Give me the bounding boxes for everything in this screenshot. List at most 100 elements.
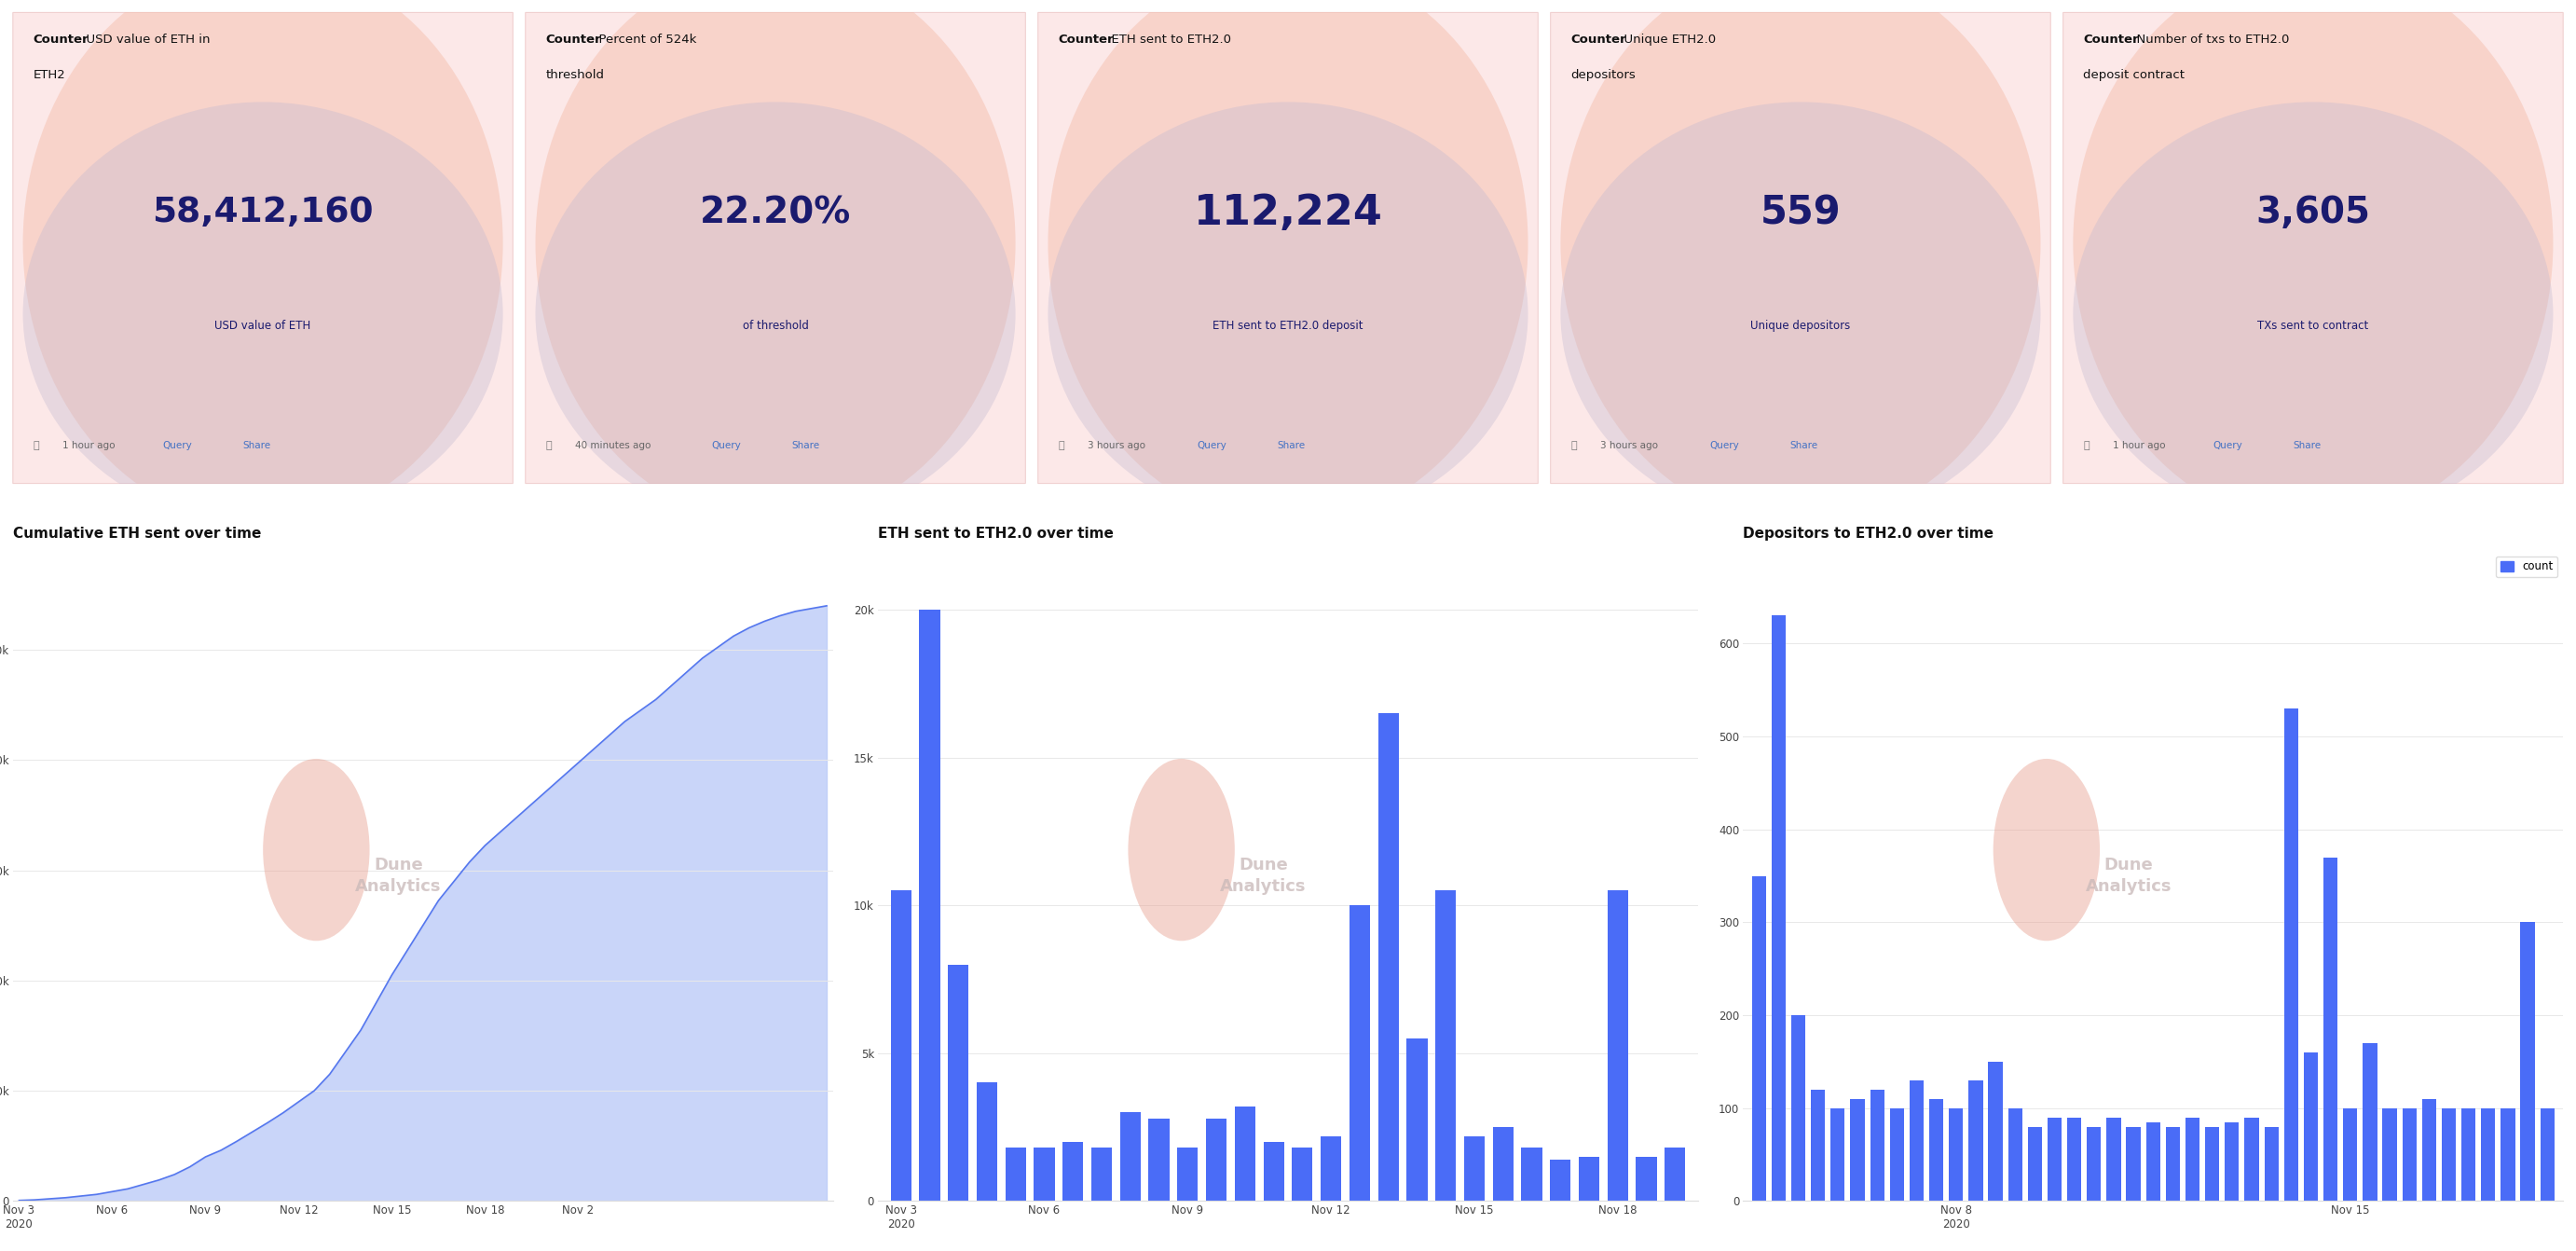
Ellipse shape xyxy=(23,103,502,525)
Bar xyxy=(1378,713,1399,1201)
Text: ETH sent to ETH2.0 over time: ETH sent to ETH2.0 over time xyxy=(878,527,1113,540)
Bar xyxy=(1790,1015,1806,1201)
Text: ETH sent to ETH2.0: ETH sent to ETH2.0 xyxy=(1103,34,1231,46)
Ellipse shape xyxy=(2074,103,2553,525)
Bar xyxy=(891,891,912,1201)
Bar xyxy=(1551,1160,1571,1201)
Bar xyxy=(1033,1147,1054,1201)
Bar xyxy=(2048,1117,2061,1201)
Bar xyxy=(2205,1127,2221,1201)
Legend: count: count xyxy=(2496,557,2558,577)
Bar xyxy=(1321,1136,1342,1201)
Bar xyxy=(2362,1043,2378,1201)
Text: Cumulative ETH sent over time: Cumulative ETH sent over time xyxy=(13,527,260,540)
Bar xyxy=(2166,1127,2179,1201)
Bar xyxy=(2087,1127,2102,1201)
Text: Unique ETH2.0: Unique ETH2.0 xyxy=(1615,34,1716,46)
Text: ⏱: ⏱ xyxy=(1059,442,1064,450)
Text: 559: 559 xyxy=(1759,193,1842,233)
Text: Query: Query xyxy=(2213,442,2244,450)
Text: Query: Query xyxy=(162,442,193,450)
Text: TXs sent to contract: TXs sent to contract xyxy=(2257,319,2370,332)
Ellipse shape xyxy=(1128,759,1234,941)
Bar xyxy=(1492,1127,1512,1201)
Bar xyxy=(2009,1108,2022,1201)
Bar xyxy=(2344,1108,2357,1201)
Ellipse shape xyxy=(23,0,502,525)
Text: Unique depositors: Unique depositors xyxy=(1752,319,1850,332)
Bar xyxy=(1968,1080,1984,1201)
Bar xyxy=(920,609,940,1201)
Ellipse shape xyxy=(2074,0,2553,525)
Text: ETH sent to ETH2.0 deposit: ETH sent to ETH2.0 deposit xyxy=(1213,319,1363,332)
Bar xyxy=(1989,1062,2002,1201)
Bar xyxy=(2519,922,2535,1201)
Text: Counter: Counter xyxy=(2084,34,2138,46)
Text: 3 hours ago: 3 hours ago xyxy=(1600,442,1659,450)
Bar xyxy=(1832,1108,1844,1201)
Bar xyxy=(2146,1122,2161,1201)
Bar xyxy=(1607,891,1628,1201)
FancyBboxPatch shape xyxy=(2063,13,2563,483)
Text: Share: Share xyxy=(1278,442,1306,450)
Bar xyxy=(1811,1090,1826,1201)
Text: Counter: Counter xyxy=(546,34,600,46)
Bar xyxy=(1064,1142,1084,1201)
Bar xyxy=(1206,1118,1226,1201)
Text: deposit contract: deposit contract xyxy=(2084,69,2184,81)
Bar xyxy=(2463,1108,2476,1201)
Text: 1 hour ago: 1 hour ago xyxy=(62,442,116,450)
FancyBboxPatch shape xyxy=(13,13,513,483)
Text: Dune
Analytics: Dune Analytics xyxy=(1221,857,1306,894)
Bar xyxy=(1850,1098,1865,1201)
Bar xyxy=(1752,876,1767,1201)
Bar xyxy=(1435,891,1455,1201)
Bar xyxy=(1234,1106,1255,1201)
Bar xyxy=(2027,1127,2043,1201)
Bar xyxy=(2324,857,2336,1201)
Bar xyxy=(2540,1108,2555,1201)
Bar xyxy=(2066,1117,2081,1201)
Bar xyxy=(1350,906,1370,1201)
Bar xyxy=(1293,1147,1314,1201)
Bar xyxy=(1636,1157,1656,1201)
Bar xyxy=(1463,1136,1484,1201)
Bar xyxy=(948,965,969,1201)
Text: Share: Share xyxy=(791,442,819,450)
Bar xyxy=(1262,1142,1283,1201)
Bar xyxy=(2481,1108,2496,1201)
Bar xyxy=(1522,1147,1543,1201)
Text: 3,605: 3,605 xyxy=(2257,195,2370,230)
Ellipse shape xyxy=(536,0,1015,525)
Text: Query: Query xyxy=(1198,442,1226,450)
Bar xyxy=(2501,1108,2514,1201)
Text: ⏱: ⏱ xyxy=(33,442,39,450)
Text: USD value of ETH in: USD value of ETH in xyxy=(77,34,211,46)
Ellipse shape xyxy=(1561,0,2040,525)
Text: ⏱: ⏱ xyxy=(2084,442,2089,450)
Bar xyxy=(1909,1080,1924,1201)
Bar xyxy=(2421,1098,2437,1201)
Ellipse shape xyxy=(536,103,1015,525)
Text: Number of txs to ETH2.0: Number of txs to ETH2.0 xyxy=(2128,34,2290,46)
Ellipse shape xyxy=(263,759,368,941)
FancyBboxPatch shape xyxy=(1551,13,2050,483)
Bar xyxy=(2107,1117,2120,1201)
Text: Counter: Counter xyxy=(33,34,88,46)
Ellipse shape xyxy=(1994,759,2099,941)
Text: Share: Share xyxy=(242,442,270,450)
Bar xyxy=(1092,1147,1113,1201)
Bar xyxy=(2303,1052,2318,1201)
FancyBboxPatch shape xyxy=(526,13,1025,483)
Text: Depositors to ETH2.0 over time: Depositors to ETH2.0 over time xyxy=(1744,527,1994,540)
Text: 58,412,160: 58,412,160 xyxy=(152,196,374,229)
Text: 3 hours ago: 3 hours ago xyxy=(1087,442,1146,450)
Bar xyxy=(2403,1108,2416,1201)
Text: Share: Share xyxy=(2293,442,2321,450)
Text: ETH2: ETH2 xyxy=(33,69,64,81)
Text: depositors: depositors xyxy=(1571,69,1636,81)
Bar xyxy=(2383,1108,2396,1201)
Text: threshold: threshold xyxy=(546,69,605,81)
Text: Percent of 524k: Percent of 524k xyxy=(590,34,696,46)
Bar xyxy=(1005,1147,1025,1201)
